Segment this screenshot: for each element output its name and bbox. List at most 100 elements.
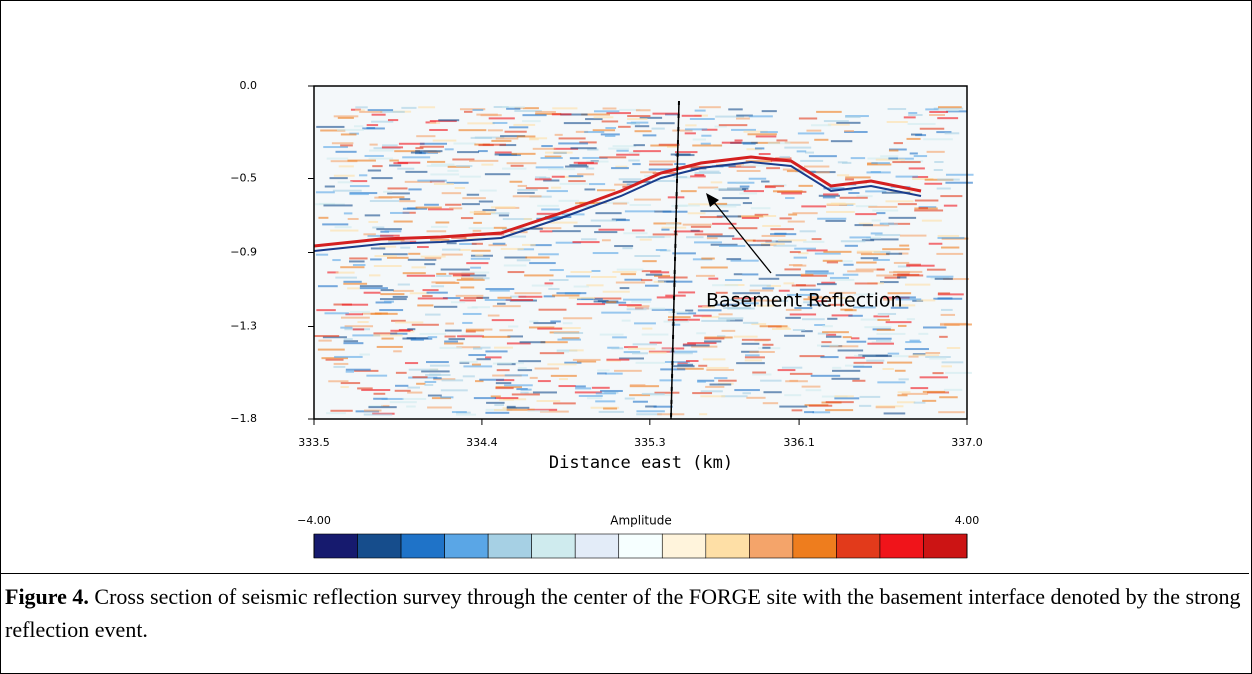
seismic-stripe bbox=[641, 392, 665, 395]
seismic-stripe bbox=[901, 392, 929, 395]
seismic-stripe bbox=[470, 257, 490, 260]
seismic-stripe bbox=[922, 399, 937, 402]
seismic-stripe bbox=[402, 156, 431, 159]
seismic-stripe bbox=[401, 106, 417, 109]
seismic-stripe bbox=[451, 236, 467, 239]
seismic-stripe bbox=[792, 329, 805, 332]
seismic-stripe bbox=[553, 332, 584, 335]
seismic-stripe bbox=[639, 238, 652, 241]
seismic-stripe bbox=[634, 125, 650, 128]
seismic-stripe bbox=[804, 151, 815, 154]
seismic-stripe bbox=[485, 350, 508, 353]
seismic-stripe bbox=[721, 329, 736, 332]
seismic-stripe bbox=[945, 181, 973, 184]
seismic-stripe bbox=[374, 196, 393, 199]
seismic-stripe bbox=[875, 158, 906, 161]
seismic-stripe bbox=[932, 372, 944, 375]
seismic-stripe bbox=[736, 169, 761, 172]
seismic-stripe bbox=[552, 107, 578, 110]
seismic-stripe bbox=[867, 157, 898, 160]
seismic-stripe bbox=[576, 360, 597, 363]
seismic-stripe bbox=[641, 270, 662, 273]
seismic-stripe bbox=[529, 262, 556, 265]
seismic-stripe bbox=[569, 349, 584, 352]
seismic-stripe bbox=[648, 351, 667, 354]
seismic-stripe bbox=[602, 290, 630, 293]
seismic-stripe bbox=[554, 133, 563, 136]
seismic-stripe bbox=[718, 244, 746, 247]
seismic-stripe bbox=[897, 203, 917, 206]
seismic-stripe bbox=[872, 209, 899, 212]
seismic-stripe bbox=[614, 183, 632, 186]
seismic-stripe bbox=[940, 313, 956, 316]
seismic-stripe bbox=[428, 208, 454, 211]
seismic-stripe bbox=[593, 110, 620, 113]
seismic-stripe bbox=[779, 405, 808, 408]
seismic-stripe bbox=[494, 153, 518, 156]
seismic-stripe bbox=[574, 391, 602, 394]
seismic-stripe bbox=[599, 333, 624, 336]
seismic-stripe bbox=[354, 125, 364, 128]
seismic-stripe bbox=[799, 355, 825, 358]
seismic-stripe bbox=[781, 366, 803, 369]
seismic-stripe bbox=[400, 246, 411, 249]
seismic-stripe bbox=[496, 379, 515, 382]
well bbox=[670, 100, 680, 420]
seismic-stripe bbox=[616, 153, 640, 156]
seismic-stripe bbox=[873, 315, 890, 318]
seismic-stripe bbox=[923, 138, 953, 141]
seismic-stripe bbox=[616, 149, 629, 152]
seismic-stripe bbox=[797, 132, 825, 135]
seismic-stripe bbox=[700, 210, 729, 213]
seismic-stripe bbox=[573, 161, 594, 164]
seismic-stripe bbox=[425, 361, 449, 364]
seismic-stripe bbox=[793, 256, 807, 259]
seismic-stripe bbox=[529, 137, 548, 140]
seismic-stripe bbox=[601, 311, 631, 314]
seismic-stripe bbox=[760, 379, 782, 382]
seismic-stripe bbox=[702, 358, 726, 361]
seismic-stripe bbox=[433, 305, 458, 308]
seismic-stripe bbox=[933, 107, 964, 110]
seismic-stripe bbox=[671, 323, 681, 326]
seismic-stripe bbox=[494, 397, 519, 400]
seismic-stripe bbox=[628, 151, 641, 154]
seismic-stripe bbox=[618, 125, 631, 128]
seismic-stripe bbox=[808, 404, 833, 407]
reflector bbox=[313, 155, 922, 248]
seismic-stripe bbox=[866, 236, 882, 239]
seismic-stripe bbox=[839, 196, 868, 199]
seismic-stripe bbox=[534, 178, 552, 181]
colorbar-swatch bbox=[618, 533, 663, 559]
seismic-stripe bbox=[499, 329, 513, 332]
seismic-stripe bbox=[748, 115, 773, 118]
seismic-stripe bbox=[429, 364, 450, 367]
seismic-stripe bbox=[444, 148, 454, 151]
seismic-stripe bbox=[865, 190, 887, 193]
seismic-stripe bbox=[842, 273, 859, 276]
colorbar-label: Amplitude bbox=[610, 514, 672, 528]
seismic-stripe bbox=[548, 287, 560, 290]
seismic-stripe bbox=[468, 354, 487, 357]
seismic-stripe bbox=[785, 308, 802, 311]
caption-label: Figure 4. bbox=[5, 584, 89, 609]
seismic-stripe bbox=[376, 228, 402, 231]
seismic-stripe bbox=[399, 198, 411, 201]
colorbar-tick-label: −4.00 bbox=[297, 514, 331, 527]
seismic-stripe bbox=[888, 157, 898, 160]
seismic-stripe bbox=[349, 193, 369, 196]
seismic-stripe bbox=[406, 337, 429, 340]
seismic-stripe bbox=[455, 413, 477, 416]
seismic-stripe bbox=[596, 189, 616, 192]
seismic-stripe bbox=[692, 138, 707, 141]
seismic-stripe bbox=[415, 150, 443, 153]
annotation: Basement Reflection bbox=[706, 290, 903, 312]
seismic-stripe bbox=[631, 300, 651, 303]
seismic-stripe bbox=[435, 221, 450, 224]
seismic-stripe bbox=[585, 167, 595, 170]
seismic-stripe bbox=[710, 181, 723, 184]
seismic-stripe bbox=[676, 312, 697, 315]
seismic-stripe bbox=[619, 108, 641, 111]
seismic-stripe bbox=[581, 238, 597, 241]
seismic-stripe bbox=[828, 291, 857, 294]
